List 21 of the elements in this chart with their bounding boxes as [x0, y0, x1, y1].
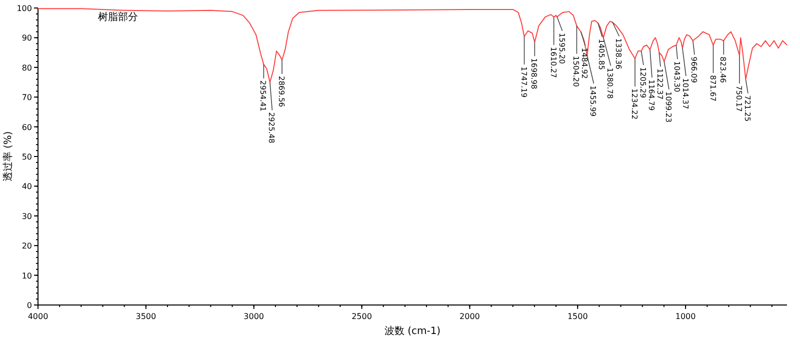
y-tick-label: 90: [22, 34, 32, 43]
x-tick-label: 2000: [460, 312, 480, 321]
x-tick-label: 1000: [675, 312, 696, 321]
y-tick-label: 40: [22, 182, 32, 192]
y-tick-label: 10: [22, 271, 32, 280]
y-axis-title: 透过率 (%): [2, 131, 14, 182]
chart-title: 树脂部分: [98, 11, 138, 23]
x-tick-label: 3000: [244, 312, 264, 321]
y-tick-label: 70: [22, 93, 32, 102]
x-tick-label: 3500: [136, 312, 156, 321]
y-tick-label: 100: [16, 4, 32, 13]
y-tick-label: 20: [22, 242, 32, 251]
y-tick-label: 80: [22, 63, 32, 72]
y-tick-label: 30: [22, 212, 32, 221]
x-tick-label: 2500: [352, 312, 372, 321]
y-tick-label: 0: [26, 301, 32, 310]
x-tick-label: 1500: [567, 312, 588, 321]
y-tick-label: 50: [22, 152, 32, 162]
x-axis-title: 波数 (cm-1): [384, 325, 441, 337]
y-tick-label: 60: [22, 122, 32, 132]
x-tick-label: 4000: [28, 312, 48, 321]
